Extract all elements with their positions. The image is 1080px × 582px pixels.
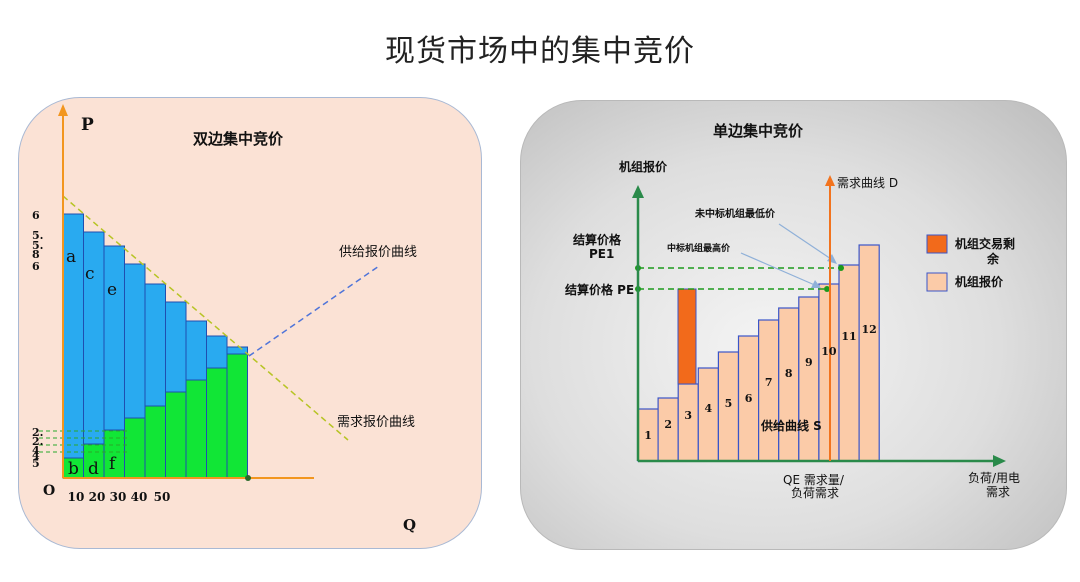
p-axis-arrow-icon	[58, 104, 68, 116]
y-tick-label: 4	[32, 449, 40, 462]
supply-bid-bar	[226, 353, 248, 479]
bilateral-title: 双边集中竞价	[193, 130, 284, 148]
highest-matched-label: 中标机组最高价	[667, 242, 731, 254]
unilateral-auction-panel: 单边集中竞价 机组报价 需求曲线 D 未中标机组最低价 中标机组最高价 结算价格…	[520, 100, 1067, 550]
equilibrium-point	[245, 475, 251, 481]
x-axis-label-line2: 需求	[986, 485, 1010, 499]
x-axis-label-line1: 负荷/用电	[968, 471, 1020, 485]
lowest-unmatched-arrow	[778, 223, 835, 262]
origin-label: O	[43, 483, 55, 499]
supply-bid-bar	[124, 417, 146, 479]
y-tick-label: 6	[32, 209, 40, 222]
legend-surplus-swatch	[926, 234, 948, 254]
surplus-bar	[677, 288, 697, 385]
pe-label: 结算价格 PE	[565, 282, 634, 297]
unilateral-title: 单边集中竞价	[713, 122, 804, 140]
p-axis-label: P	[81, 115, 94, 135]
unit-bid-bar	[818, 283, 840, 462]
supply-curve-label: 供给曲线 S	[760, 418, 822, 433]
supply-curve-label: 供给报价曲线	[339, 245, 417, 260]
unit-number-label: 2	[664, 418, 672, 431]
pe1-label-line1: 结算价格	[573, 232, 622, 247]
bar-letter-label: c	[85, 264, 95, 284]
demand-line-label: 需求曲线 D	[837, 176, 898, 190]
unit-number-label: 12	[861, 323, 876, 336]
y-tick-label: 2.	[32, 426, 43, 439]
bar-letter-label: a	[66, 247, 76, 267]
lowest-unmatched-arrowhead-icon	[827, 254, 837, 264]
y-tick-label: 5.	[32, 239, 43, 252]
bilateral-auction-panel: P Q O 双边集中竞价 供给报价曲线 需求报价曲线 10 20 30 40 50 6 5…	[18, 97, 482, 549]
unit-number-label: 9	[805, 356, 813, 369]
supply-bid-bar	[165, 391, 187, 479]
supply-bid-bar	[206, 367, 228, 479]
unit-number-label: 4	[705, 402, 713, 415]
unit-bid-bar	[798, 296, 820, 462]
highest-matched-point	[824, 286, 830, 292]
pe1-label-line2: PE1	[589, 247, 614, 261]
x-tick-label: 40	[131, 490, 148, 504]
unit-number-label: 10	[821, 345, 837, 358]
bar-letter-label: f	[109, 454, 117, 474]
load-axis-arrow-icon	[993, 455, 1006, 467]
highest-matched-arrow	[740, 252, 818, 287]
demand-curve-label: 需求报价曲线	[337, 415, 415, 430]
y-axis-label: 机组报价	[619, 159, 668, 174]
x-tick-label: 30	[110, 490, 127, 504]
bar-letter-label: b	[68, 459, 79, 479]
q-axis-label: Q	[403, 516, 416, 534]
page-title: 现货市场中的集中竞价	[385, 34, 695, 69]
y-tick-label: 8	[32, 248, 40, 261]
y-tick-label: 6	[32, 260, 40, 273]
unit-number-label: 3	[684, 409, 692, 422]
y-tick-label: 5	[32, 457, 40, 470]
legend-surplus-label-line2: 余	[986, 251, 1000, 266]
bilateral-auction-diagram: P Q O 双边集中竞价 供给报价曲线 需求报价曲线 10 20 30 40 50 6 5…	[32, 104, 417, 534]
unit-bid-bar	[778, 307, 800, 462]
unit-bid-bar	[838, 264, 860, 462]
unit-bid-bar	[758, 319, 780, 462]
bar-letter-label: e	[107, 280, 117, 300]
price-axis-arrow-icon	[632, 185, 644, 198]
x-tick-label: 20	[89, 490, 106, 504]
demand-line-arrow-icon	[825, 175, 835, 186]
highest-matched-arrowhead-icon	[811, 280, 821, 288]
x-tick-label: 10	[68, 490, 85, 504]
qe-label-line2: 负荷需求	[791, 486, 839, 500]
qe-label-line1: QE 需求量/	[783, 473, 845, 487]
legend-bid-label: 机组报价	[955, 274, 1004, 289]
unit-number-label: 8	[785, 367, 793, 380]
lowest-unmatched-label: 未中标机组最低价	[694, 207, 776, 220]
unit-number-label: 1	[644, 429, 652, 442]
unilateral-auction-diagram: 单边集中竞价 机组报价 需求曲线 D 未中标机组最低价 中标机组最高价 结算价格…	[565, 122, 1020, 500]
legend-bid-swatch	[926, 272, 948, 292]
y-tick-label: 4	[32, 444, 40, 457]
unit-number-label: 7	[765, 376, 773, 389]
unit-bid-bar	[858, 244, 880, 462]
unit-bid-bar	[677, 383, 699, 462]
supply-bid-bar	[144, 405, 166, 479]
lowest-unmatched-point	[838, 265, 844, 271]
demand-curve-line	[62, 195, 349, 441]
unit-number-label: 5	[725, 397, 733, 410]
bar-letter-label: d	[88, 459, 99, 479]
legend-surplus-label-line1: 机组交易剩	[955, 236, 1015, 251]
unit-number-label: 6	[745, 392, 753, 405]
y-tick-label: 5.	[32, 229, 43, 242]
unit-number-label: 11	[841, 330, 856, 343]
supply-bid-bar	[185, 379, 207, 479]
supply-curve-line	[248, 265, 380, 357]
y-tick-label: 2.	[32, 435, 43, 448]
x-tick-label: 50	[154, 490, 171, 504]
